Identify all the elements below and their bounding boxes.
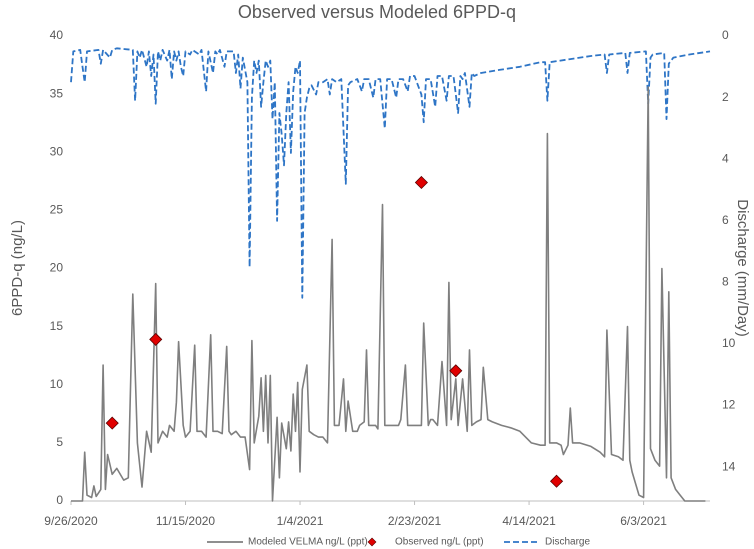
observed-point [449,364,463,378]
x-tick-label: 4/14/2021 [502,514,556,528]
y2-tick-label: 12 [722,398,736,412]
y-tick-label: 5 [56,435,63,449]
y2-axis-label: Discharge (mm/Day) [734,199,751,337]
y-tick-label: 20 [50,261,64,275]
y2-tick-label: 6 [722,213,729,227]
y2-tick-label: 10 [722,336,736,350]
y2-tick-label: 2 [722,90,729,104]
y2-tick-label: 0 [722,28,729,42]
y-tick-label: 25 [50,203,64,217]
x-tick-label: 1/4/2021 [277,514,324,528]
y2-tick-label: 14 [722,459,736,473]
legend-label: Discharge [545,537,590,548]
x-tick-label: 9/26/2020 [44,514,98,528]
y-tick-label: 30 [50,144,64,158]
x-tick-label: 11/15/2020 [156,514,215,528]
y-tick-label: 35 [50,86,64,100]
series-line [71,86,706,502]
chart-title: Observed versus Modeled 6PPD-q [238,2,516,22]
observed-point [414,175,428,190]
y-tick-label: 15 [50,319,64,333]
observed-point [105,416,119,430]
y-axis-label: 6PPD-q (ng/L) [9,220,26,316]
legend-label: Observed ng/L (ppt) [395,537,484,548]
y-tick-label: 40 [50,28,64,42]
legend-label: Modeled VELMA ng/L (ppt) [248,537,368,548]
series-line [70,47,711,299]
x-tick-label: 2/23/2021 [388,514,442,528]
y2-tick-label: 8 [722,275,729,289]
legend-symbol [367,537,377,547]
x-tick-label: 6/3/2021 [620,514,667,528]
y2-tick-label: 4 [722,151,729,165]
y-tick-label: 10 [50,377,64,391]
observed-point [549,474,564,488]
y-tick-label: 0 [56,493,63,507]
observed-point [149,332,163,346]
